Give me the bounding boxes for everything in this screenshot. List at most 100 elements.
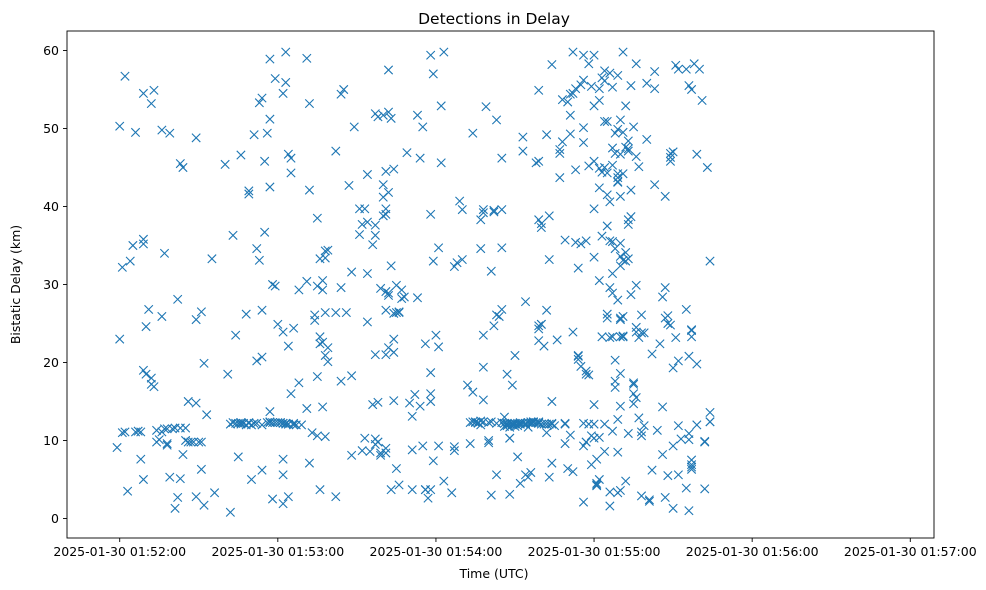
data-point (615, 149, 625, 159)
data-point (349, 122, 359, 132)
y-tick-label: 60 (43, 43, 59, 58)
data-point (650, 84, 660, 94)
data-point (557, 137, 568, 147)
data-point (428, 69, 438, 79)
data-point (557, 95, 568, 105)
data-point (331, 307, 341, 318)
data-point (452, 258, 462, 268)
data-point (615, 238, 625, 248)
data-point (257, 352, 267, 362)
data-point (657, 449, 668, 460)
data-point (665, 156, 676, 166)
data-point (686, 460, 697, 470)
data-point (605, 487, 615, 497)
data-point (660, 492, 670, 503)
data-point (497, 243, 507, 253)
data-point (486, 417, 496, 427)
data-point (407, 411, 417, 421)
data-point (315, 339, 325, 349)
data-point (180, 423, 191, 433)
data-point (665, 320, 676, 330)
data-point (592, 454, 602, 464)
data-point (497, 205, 507, 215)
data-point (389, 347, 399, 357)
data-point (571, 237, 581, 247)
data-point (518, 146, 528, 156)
data-point (489, 321, 499, 331)
data-point (431, 330, 441, 340)
data-point (136, 454, 146, 464)
data-point (186, 437, 196, 447)
data-point (573, 350, 583, 361)
data-point (578, 497, 589, 507)
data-point (615, 401, 625, 411)
data-point (357, 219, 367, 230)
data-point (555, 173, 565, 183)
data-point (265, 114, 275, 124)
data-point (386, 261, 396, 271)
data-point (428, 256, 438, 266)
data-point (494, 311, 504, 322)
data-point (130, 127, 141, 137)
data-point (594, 183, 604, 193)
data-point (668, 503, 678, 513)
data-point (115, 334, 125, 344)
data-point (613, 124, 623, 134)
data-point (278, 88, 288, 98)
data-point (578, 441, 589, 451)
data-point (376, 450, 386, 460)
data-point (686, 84, 697, 95)
data-point (407, 445, 417, 455)
data-point (257, 93, 267, 103)
data-point (657, 292, 668, 302)
data-point (433, 441, 444, 451)
data-point (436, 101, 446, 111)
data-point (373, 437, 383, 447)
data-point (644, 495, 654, 505)
data-point (344, 180, 354, 191)
data-point (123, 486, 133, 496)
data-point (636, 328, 647, 338)
data-point (547, 458, 557, 468)
data-point (642, 78, 652, 88)
data-point (399, 292, 409, 302)
data-point (631, 393, 641, 403)
data-point (478, 395, 488, 405)
data-point (518, 132, 528, 142)
data-point (294, 285, 304, 295)
data-point (613, 173, 623, 183)
data-point (700, 436, 710, 446)
data-point (623, 136, 633, 146)
data-point (497, 153, 507, 163)
data-point (605, 197, 615, 207)
data-point (560, 439, 570, 449)
data-point (362, 268, 373, 279)
data-point (244, 186, 254, 196)
data-point (523, 472, 533, 482)
data-point (684, 506, 694, 516)
data-point (665, 152, 676, 162)
data-point (547, 396, 557, 407)
data-point (381, 443, 391, 453)
x-axis-label: Time (UTC) (458, 566, 528, 581)
data-point (286, 168, 296, 178)
data-point (652, 425, 662, 435)
data-point (534, 215, 544, 225)
data-point (628, 399, 639, 409)
data-point (592, 481, 602, 491)
data-point (347, 267, 357, 277)
data-point (307, 428, 317, 438)
data-point (449, 442, 459, 452)
data-point (600, 76, 610, 86)
y-tick-label: 20 (43, 355, 59, 370)
data-point (568, 88, 578, 98)
data-point (347, 371, 357, 381)
data-point (634, 162, 644, 172)
data-point (571, 84, 581, 94)
data-point (465, 439, 475, 449)
data-point (605, 236, 615, 246)
data-point (568, 467, 578, 477)
data-point (636, 310, 647, 320)
data-point (668, 441, 678, 451)
data-point (663, 471, 673, 481)
